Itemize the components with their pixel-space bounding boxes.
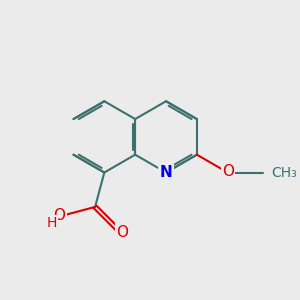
Text: O: O [222,164,234,179]
Text: H: H [46,216,57,230]
Text: O: O [54,208,66,223]
Text: N: N [160,165,172,180]
Text: O: O [116,225,128,240]
Text: CH₃: CH₃ [272,166,297,179]
